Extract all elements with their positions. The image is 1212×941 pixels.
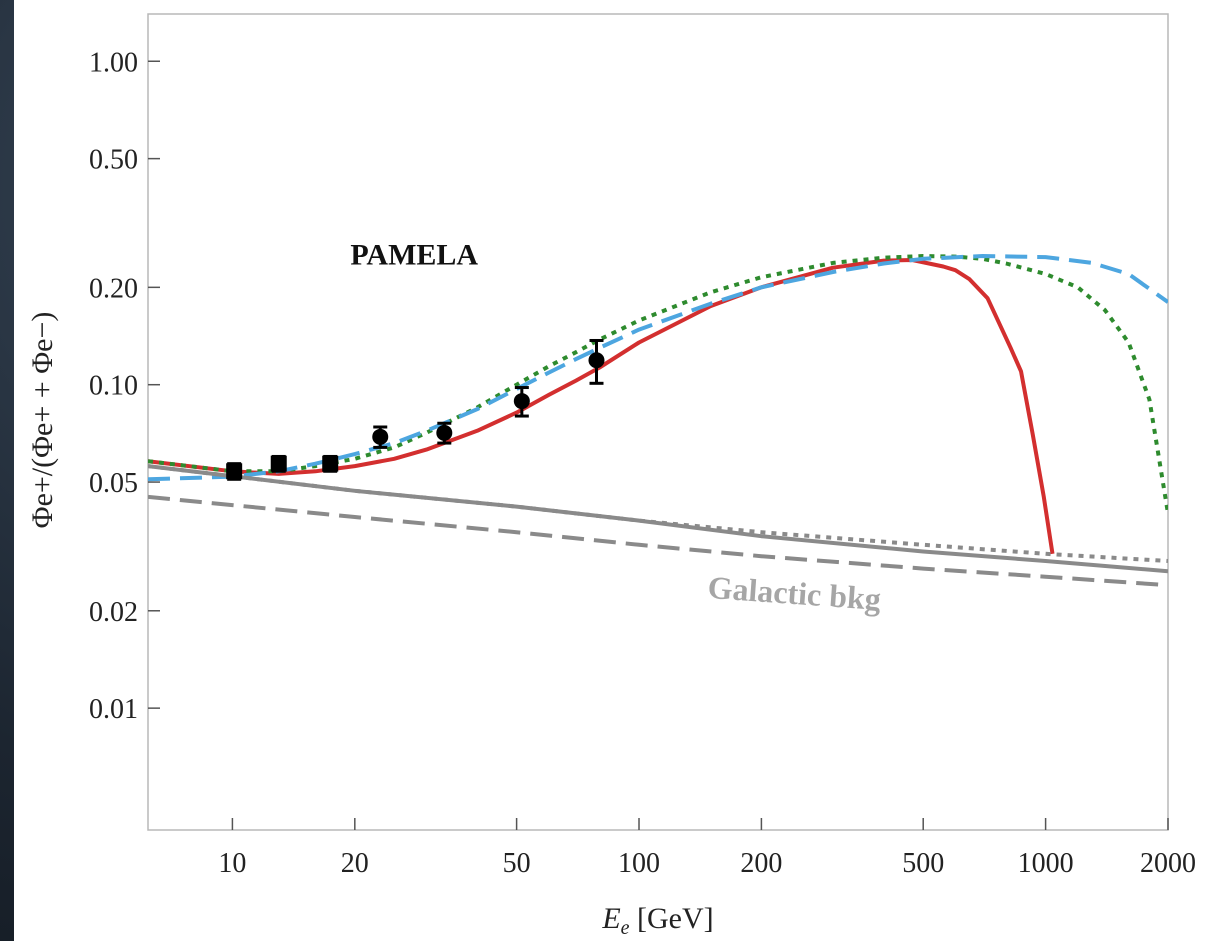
y-tick-label: 0.02 xyxy=(89,597,138,628)
marker-circle xyxy=(372,428,389,445)
x-tick-label: 200 xyxy=(740,848,782,879)
y-tick-label: 1.00 xyxy=(89,47,138,78)
y-tick-label: 0.50 xyxy=(89,145,138,176)
y-tick-label: 0.01 xyxy=(89,694,138,725)
x-tick-label: 1000 xyxy=(1018,848,1074,879)
pamela-data-point xyxy=(436,421,453,445)
x-tick-label: 10 xyxy=(218,848,246,879)
x-axis-title-sub: e xyxy=(621,917,630,939)
series-layer xyxy=(148,254,1168,588)
pamela-data-point xyxy=(372,425,389,449)
x-axis-title-unit: [GeV] xyxy=(630,902,714,935)
annotation-pamela: PAMELA xyxy=(350,239,478,272)
marker-square xyxy=(322,455,339,472)
series-line-2 xyxy=(148,254,1168,514)
marker-circle xyxy=(513,393,530,410)
series-line-3 xyxy=(148,254,1168,482)
series-line-1 xyxy=(148,258,1055,555)
marker-circle xyxy=(436,424,453,441)
y-tick-label: 0.20 xyxy=(89,273,138,304)
marker-circle xyxy=(588,352,605,369)
x-tick-label: 100 xyxy=(618,848,660,879)
pamela-data-point xyxy=(588,338,605,385)
marker-square xyxy=(270,455,287,472)
y-tick-label: 0.10 xyxy=(89,371,138,402)
x-tick-label: 500 xyxy=(902,848,944,879)
pamela-data-point xyxy=(226,462,243,481)
y-tick-label: 0.05 xyxy=(89,468,138,499)
series-line-5 xyxy=(148,464,1168,574)
x-tick-label: 20 xyxy=(341,848,369,879)
data-points-layer xyxy=(226,338,605,481)
ticks-layer: 10 20 50 100 200 500 1000 2000 0.01 0.02 0.05 0.10 0… xyxy=(89,47,1196,879)
pamela-data-point xyxy=(322,454,339,473)
y-axis-title: Φe+/(Φe+ + Φe−) xyxy=(26,312,59,529)
pamela-data-point xyxy=(270,454,287,473)
series-line-6 xyxy=(148,494,1168,588)
pamela-data-point xyxy=(513,386,530,418)
figure-canvas: 10 20 50 100 200 500 1000 2000 0.01 0.02 0.05 0.10 0… xyxy=(14,0,1212,941)
marker-square xyxy=(226,463,243,480)
x-tick-label: 2000 xyxy=(1140,848,1196,879)
x-tick-label: 50 xyxy=(503,848,531,879)
chart: 10 20 50 100 200 500 1000 2000 0.01 0.02 0.05 0.10 0… xyxy=(26,13,1196,939)
plot-frame xyxy=(147,13,1169,831)
annotation-galactic-bkg: Galactic bkg xyxy=(707,569,882,617)
x-axis-title: Ee [GeV] xyxy=(601,902,713,939)
x-axis-title-main: E xyxy=(601,902,620,935)
